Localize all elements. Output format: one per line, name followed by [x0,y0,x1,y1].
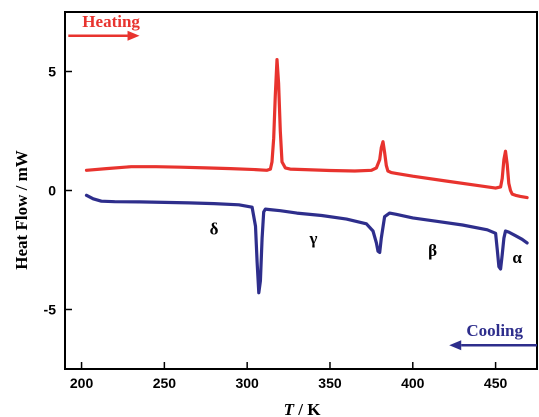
y-axis-title: Heat Flow / mW [12,150,31,269]
x-tick-label: 200 [70,375,94,391]
x-axis-title-italic: T [284,400,295,417]
x-axis-title: T / K [284,400,322,417]
x-tick-label: 450 [484,375,508,391]
x-tick-label: 400 [401,375,425,391]
x-tick-label: 250 [153,375,177,391]
y-tick-label: 0 [48,183,56,199]
phase-label: β [428,241,437,260]
y-tick-label: 5 [48,64,56,80]
arrow-layer: Heating Cooling [68,12,537,351]
plot-frame [64,11,538,370]
cooling-curve [84,193,529,295]
phase-label: α [512,248,522,267]
cooling-arrow-head [449,340,462,351]
heating-label: Heating [82,12,140,31]
heating-arrow-head [127,30,140,41]
axis-ticks: 200 250 300 350 400 450 5 0 -5 [44,64,508,392]
cooling-label: Cooling [466,321,523,340]
x-axis-title-unit: / K [294,400,321,417]
phase-label: δ [210,220,219,239]
annotation-layer: δ γ β α [210,220,523,268]
x-tick-label: 350 [318,375,342,391]
phase-label: γ [308,229,317,248]
heating-curve [84,58,529,200]
x-tick-label: 300 [235,375,259,391]
series-layer [84,58,529,295]
y-tick-label: -5 [44,302,57,318]
